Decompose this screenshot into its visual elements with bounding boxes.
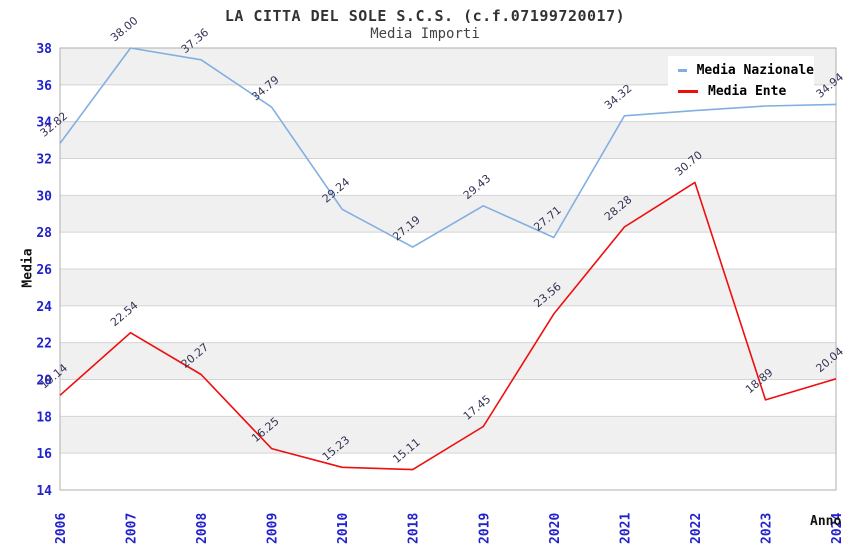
svg-text:20: 20: [36, 374, 52, 389]
legend-label: Media Ente: [708, 84, 787, 99]
line-swatch-icon: [678, 69, 687, 72]
svg-text:26: 26: [36, 263, 52, 278]
y-axis-title: Media: [20, 248, 36, 288]
legend-item-media-nazionale: Media Nazionale: [678, 60, 814, 81]
svg-text:38: 38: [36, 42, 52, 57]
legend-label: Media Nazionale: [696, 63, 814, 78]
svg-text:34: 34: [36, 116, 52, 131]
x-axis-title: Anno: [810, 514, 842, 529]
line-swatch-icon: [678, 90, 698, 93]
svg-text:24: 24: [36, 300, 52, 315]
svg-text:18: 18: [36, 410, 52, 425]
svg-text:16: 16: [36, 447, 52, 462]
svg-text:2008: 2008: [195, 513, 210, 544]
svg-text:2023: 2023: [759, 513, 774, 544]
legend-item-media-ente: Media Ente: [678, 81, 814, 102]
svg-text:36: 36: [36, 79, 52, 94]
svg-text:22: 22: [36, 337, 52, 352]
svg-text:2009: 2009: [266, 513, 281, 544]
svg-text:2010: 2010: [336, 513, 351, 544]
svg-text:28: 28: [36, 226, 52, 241]
svg-text:2024: 2024: [830, 513, 845, 544]
svg-text:2022: 2022: [689, 513, 704, 544]
svg-text:2021: 2021: [618, 513, 633, 544]
svg-text:32: 32: [36, 153, 52, 168]
svg-text:2007: 2007: [125, 513, 140, 544]
svg-text:34.32: 34.32: [602, 82, 634, 112]
chart-subtitle: Media Importi: [370, 26, 480, 42]
legend: Media Nazionale Media Ente: [668, 56, 814, 104]
svg-text:14: 14: [36, 484, 52, 499]
svg-text:30: 30: [36, 189, 52, 204]
svg-text:2018: 2018: [407, 513, 422, 544]
svg-text:2019: 2019: [477, 513, 492, 544]
chart-title: LA CITTA DEL SOLE S.C.S. (c.f.0719972001…: [224, 7, 626, 25]
svg-text:38.00: 38.00: [108, 14, 140, 44]
svg-text:2006: 2006: [54, 513, 69, 544]
svg-text:2020: 2020: [548, 513, 563, 544]
